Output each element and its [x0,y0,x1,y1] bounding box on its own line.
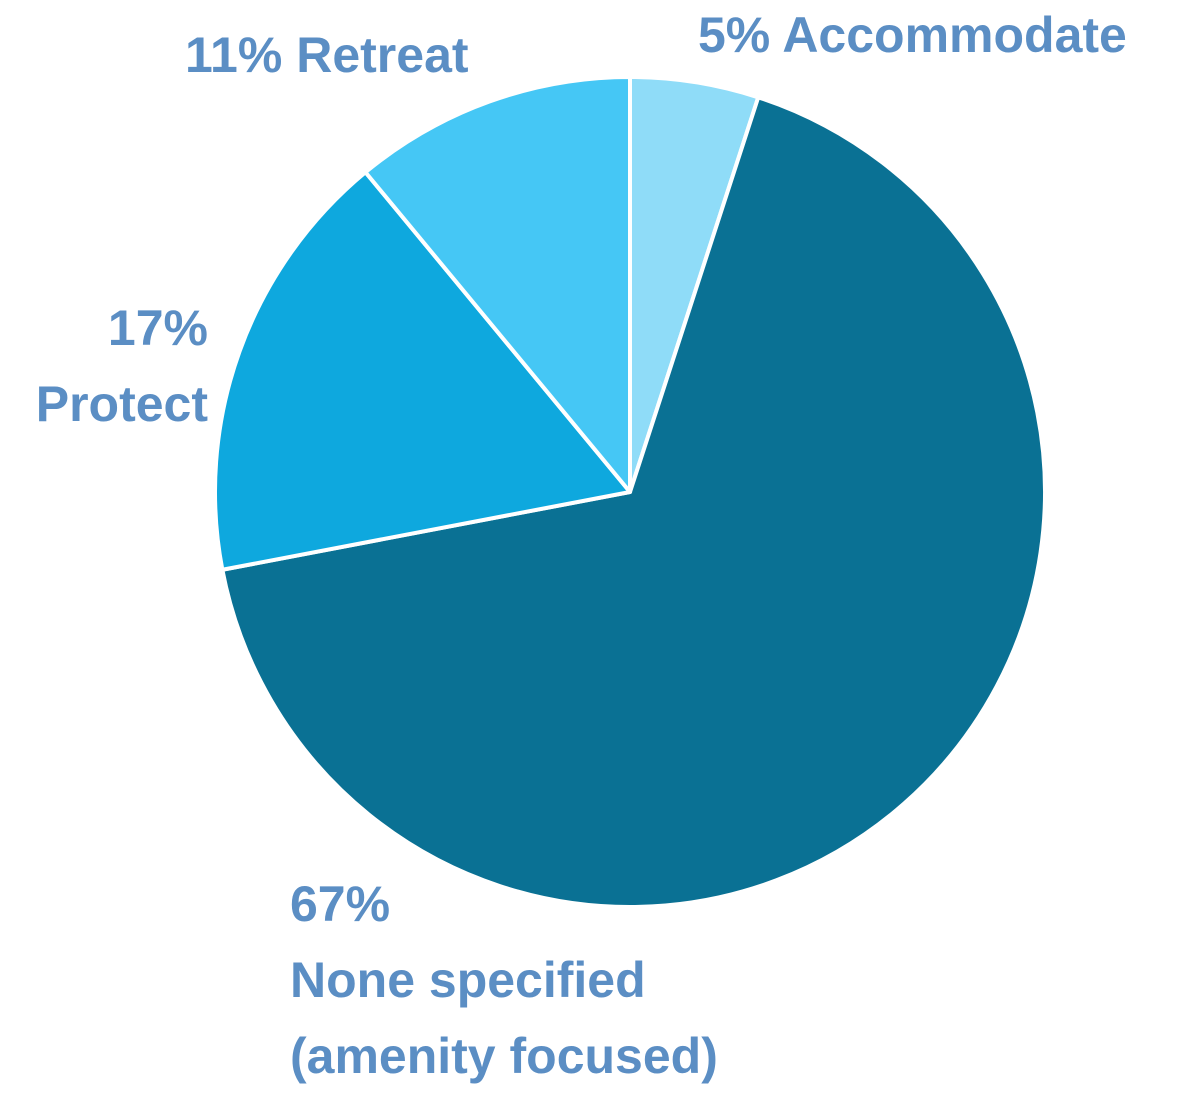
value-label: 17% [107,300,208,356]
slice-label: 67% None specified (amenity focused) [290,866,810,1094]
slice-label: 11% Retreat [185,17,469,93]
category-label: None specified (amenity focused) [290,952,718,1084]
category-label: Protect [35,376,208,432]
category-label: Accommodate [782,7,1127,63]
slice-label: 17% Protect [36,290,208,442]
slice-label: 5% Accommodate [698,0,1127,73]
pie-slice [220,95,1047,909]
value-label: 5% [698,7,771,63]
value-label: 67% [290,876,391,932]
category-label: Retreat [296,27,469,83]
pie-slice [363,75,632,494]
pie-slice [213,170,632,572]
value-label: 11% [185,27,283,83]
